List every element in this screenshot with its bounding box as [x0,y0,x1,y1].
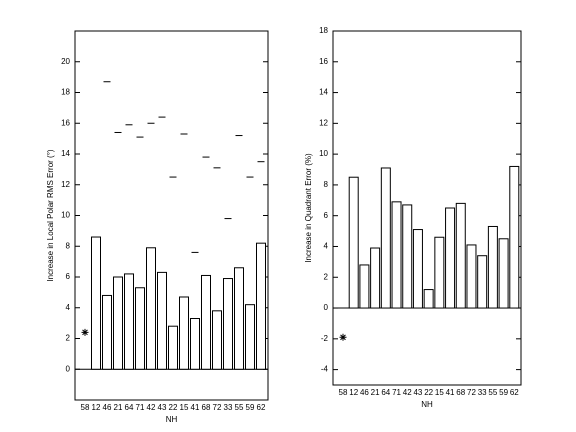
x-tick-label: 42 [147,403,156,412]
y-tick-label: 10 [319,149,328,158]
bar [466,244,477,309]
x-tick-label: 58 [339,388,348,397]
y-tick-label: 12 [319,118,328,127]
x-tick-label: 68 [456,388,465,397]
y-tick-label: 4 [66,303,71,312]
y-tick-label: 4 [324,242,329,251]
bar [370,247,381,309]
x-tick-label: 59 [246,403,255,412]
x-tick-label: 72 [213,403,222,412]
y-tick-label: 18 [61,88,70,97]
y-tick-label: 0 [324,303,329,312]
x-tick-label: 15 [435,388,444,397]
bar [223,278,233,370]
y-tick-label: 12 [61,180,70,189]
x-axis-label: NH [421,400,433,409]
plot-frame [332,30,522,386]
bar [380,167,391,309]
x-tick-label: 59 [499,388,508,397]
x-tick-label: 71 [136,403,145,412]
bar [201,274,211,370]
bar [402,204,413,309]
x-tick-label: 21 [114,403,123,412]
y-tick-label: 20 [61,57,70,66]
x-tick-label: 15 [180,403,189,412]
bar [168,325,178,370]
bar [190,318,200,370]
y-tick-label: 16 [319,57,328,66]
bar [455,202,466,309]
x-tick-label: 62 [257,403,266,412]
x-tick-label: 41 [191,403,200,412]
bar [391,201,402,309]
y-tick-label: 6 [66,272,71,281]
x-tick-label: 12 [92,403,101,412]
bar [124,273,134,370]
x-tick-label: 43 [158,403,167,412]
bar [135,287,145,370]
bar [498,238,509,309]
y-axis-label: Increase in Local Polar RMS Error (°) [46,149,55,281]
bar [113,276,123,370]
y-tick-label: 8 [324,180,329,189]
bar [102,294,112,370]
y-axis-label: Increase in Quadrant Error (%) [304,153,313,263]
x-tick-label: 41 [446,388,455,397]
bar [91,236,101,370]
x-tick-label: 71 [392,388,401,397]
bar [245,304,255,370]
bar [487,225,498,309]
x-tick-label: 22 [424,388,433,397]
x-tick-label: 33 [224,403,233,412]
bar [445,207,456,309]
x-tick-label: 62 [510,388,519,397]
bar [348,176,359,309]
x-tick-label: 46 [103,403,112,412]
bar [146,247,156,370]
x-tick-label: 46 [360,388,369,397]
bar [179,296,189,370]
y-tick-label: -2 [321,334,329,343]
bar [412,229,423,309]
y-tick-label: 6 [324,211,329,220]
x-tick-label: 43 [413,388,422,397]
y-tick-label: 0 [66,364,71,373]
x-tick-label: 33 [478,388,487,397]
bar [423,289,434,309]
bar [234,267,244,370]
bar [359,264,370,309]
x-tick-label: 64 [125,403,134,412]
y-tick-label: -4 [321,365,329,374]
bar [509,165,520,309]
bar [157,271,167,370]
y-tick-label: 14 [61,149,70,158]
x-tick-label: 12 [349,388,358,397]
x-tick-label: 72 [467,388,476,397]
x-tick-label: 55 [488,388,497,397]
y-tick-label: 18 [319,26,328,35]
x-tick-label: 21 [371,388,380,397]
y-tick-label: 10 [61,211,70,220]
x-axis-label: NH [166,415,178,424]
bar [477,255,488,309]
star-marker [81,328,89,336]
x-tick-label: 22 [169,403,178,412]
x-tick-label: 64 [381,388,390,397]
y-tick-label: 16 [61,118,70,127]
x-tick-label: 42 [403,388,412,397]
y-tick-label: 8 [66,241,71,250]
x-tick-label: 58 [81,403,90,412]
star-marker [339,333,347,341]
y-tick-label: 2 [324,272,329,281]
x-tick-label: 68 [202,403,211,412]
bar [212,310,222,370]
bar [256,242,266,370]
x-tick-label: 55 [235,403,244,412]
bar [434,236,445,309]
y-tick-label: 2 [66,334,71,343]
y-tick-label: 14 [319,88,328,97]
